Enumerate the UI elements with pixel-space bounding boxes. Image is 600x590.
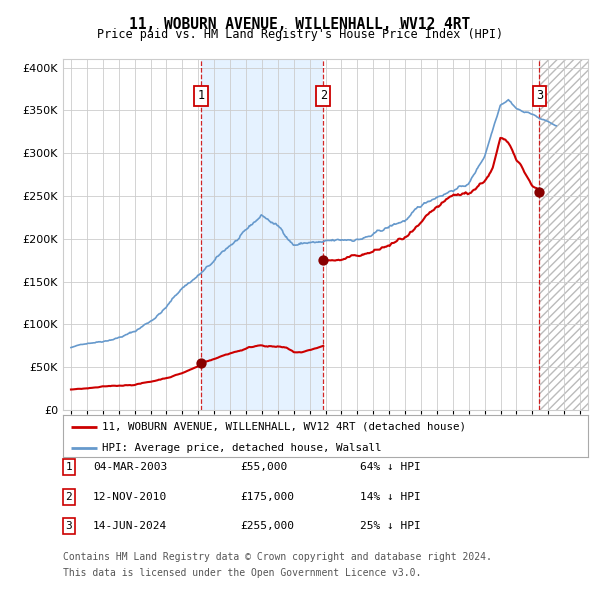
Text: 3: 3	[65, 522, 73, 531]
Text: 2: 2	[65, 492, 73, 502]
Bar	[539, 59, 588, 410]
Point	[196, 358, 206, 368]
Text: 11, WOBURN AVENUE, WILLENHALL, WV12 4RT (detached house): 11, WOBURN AVENUE, WILLENHALL, WV12 4RT …	[103, 422, 466, 432]
Text: HPI: Average price, detached house, Walsall: HPI: Average price, detached house, Wals…	[103, 443, 382, 453]
Text: £55,000: £55,000	[240, 463, 287, 472]
Text: 04-MAR-2003: 04-MAR-2003	[93, 463, 167, 472]
Text: £175,000: £175,000	[240, 492, 294, 502]
Text: 64% ↓ HPI: 64% ↓ HPI	[360, 463, 421, 472]
Text: 14% ↓ HPI: 14% ↓ HPI	[360, 492, 421, 502]
Text: Price paid vs. HM Land Registry's House Price Index (HPI): Price paid vs. HM Land Registry's House …	[97, 28, 503, 41]
Text: 25% ↓ HPI: 25% ↓ HPI	[360, 522, 421, 531]
Text: 11, WOBURN AVENUE, WILLENHALL, WV12 4RT: 11, WOBURN AVENUE, WILLENHALL, WV12 4RT	[130, 17, 470, 31]
Text: 1: 1	[65, 463, 73, 472]
Text: £255,000: £255,000	[240, 522, 294, 531]
Text: 2: 2	[320, 89, 327, 102]
Point	[319, 255, 328, 265]
Point	[535, 187, 544, 196]
Text: This data is licensed under the Open Government Licence v3.0.: This data is licensed under the Open Gov…	[63, 568, 421, 578]
Text: 12-NOV-2010: 12-NOV-2010	[93, 492, 167, 502]
Text: 14-JUN-2024: 14-JUN-2024	[93, 522, 167, 531]
Bar	[539, 59, 588, 410]
Bar	[201, 59, 323, 410]
Text: 1: 1	[197, 89, 205, 102]
Text: 3: 3	[536, 89, 543, 102]
Text: Contains HM Land Registry data © Crown copyright and database right 2024.: Contains HM Land Registry data © Crown c…	[63, 552, 492, 562]
